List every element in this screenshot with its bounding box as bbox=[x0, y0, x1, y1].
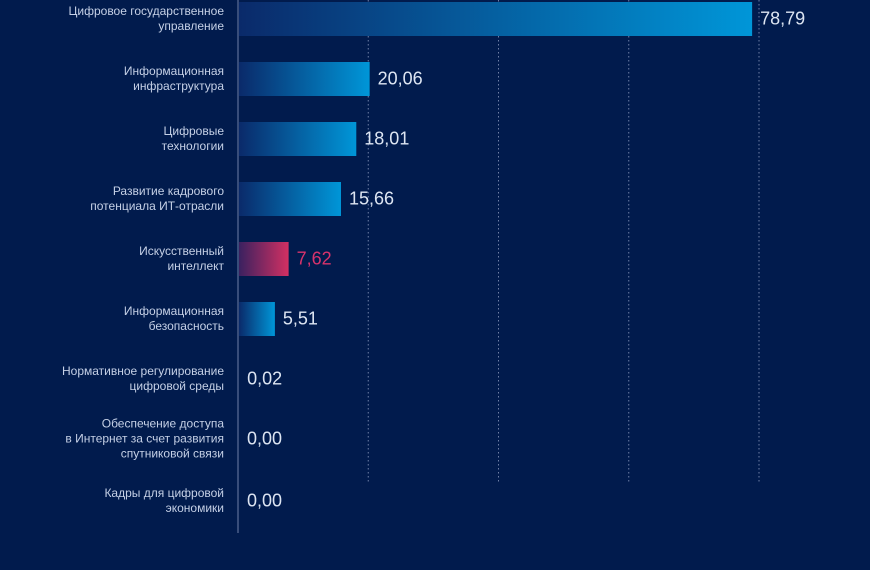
category-label: Обеспечение доступа в Интернет за счет р… bbox=[65, 416, 224, 461]
value-label: 20,06 bbox=[377, 68, 423, 89]
value-label: 0,02 bbox=[247, 368, 283, 389]
category-label: Цифровое государственное управление bbox=[68, 4, 224, 33]
value-label: 0,00 bbox=[247, 428, 283, 449]
value-label: 15,66 bbox=[348, 188, 395, 209]
bar bbox=[239, 2, 753, 36]
category-label: Развитие кадрового потенциала ИТ-отрасли bbox=[90, 184, 224, 213]
value-label: 18,01 bbox=[364, 128, 410, 149]
category-label: Информационная безопасность bbox=[123, 304, 224, 333]
bar bbox=[239, 122, 357, 156]
value-label: 78,79 bbox=[760, 8, 806, 29]
bar bbox=[239, 242, 289, 276]
category-label: Кадры для цифровой экономики bbox=[104, 486, 224, 515]
category-label: Информационная инфраструктура bbox=[123, 64, 224, 93]
bar bbox=[239, 302, 275, 336]
bar bbox=[239, 62, 370, 96]
category-label: Цифровые технологии bbox=[161, 124, 224, 153]
bar bbox=[239, 182, 341, 216]
value-label: 7,62 bbox=[296, 248, 332, 269]
value-label: 5,51 bbox=[282, 308, 318, 329]
category-label: Нормативное регулирование цифровой среды bbox=[62, 364, 224, 393]
category-label: Искусственный интеллект bbox=[139, 244, 224, 273]
value-label: 0,00 bbox=[247, 490, 283, 511]
